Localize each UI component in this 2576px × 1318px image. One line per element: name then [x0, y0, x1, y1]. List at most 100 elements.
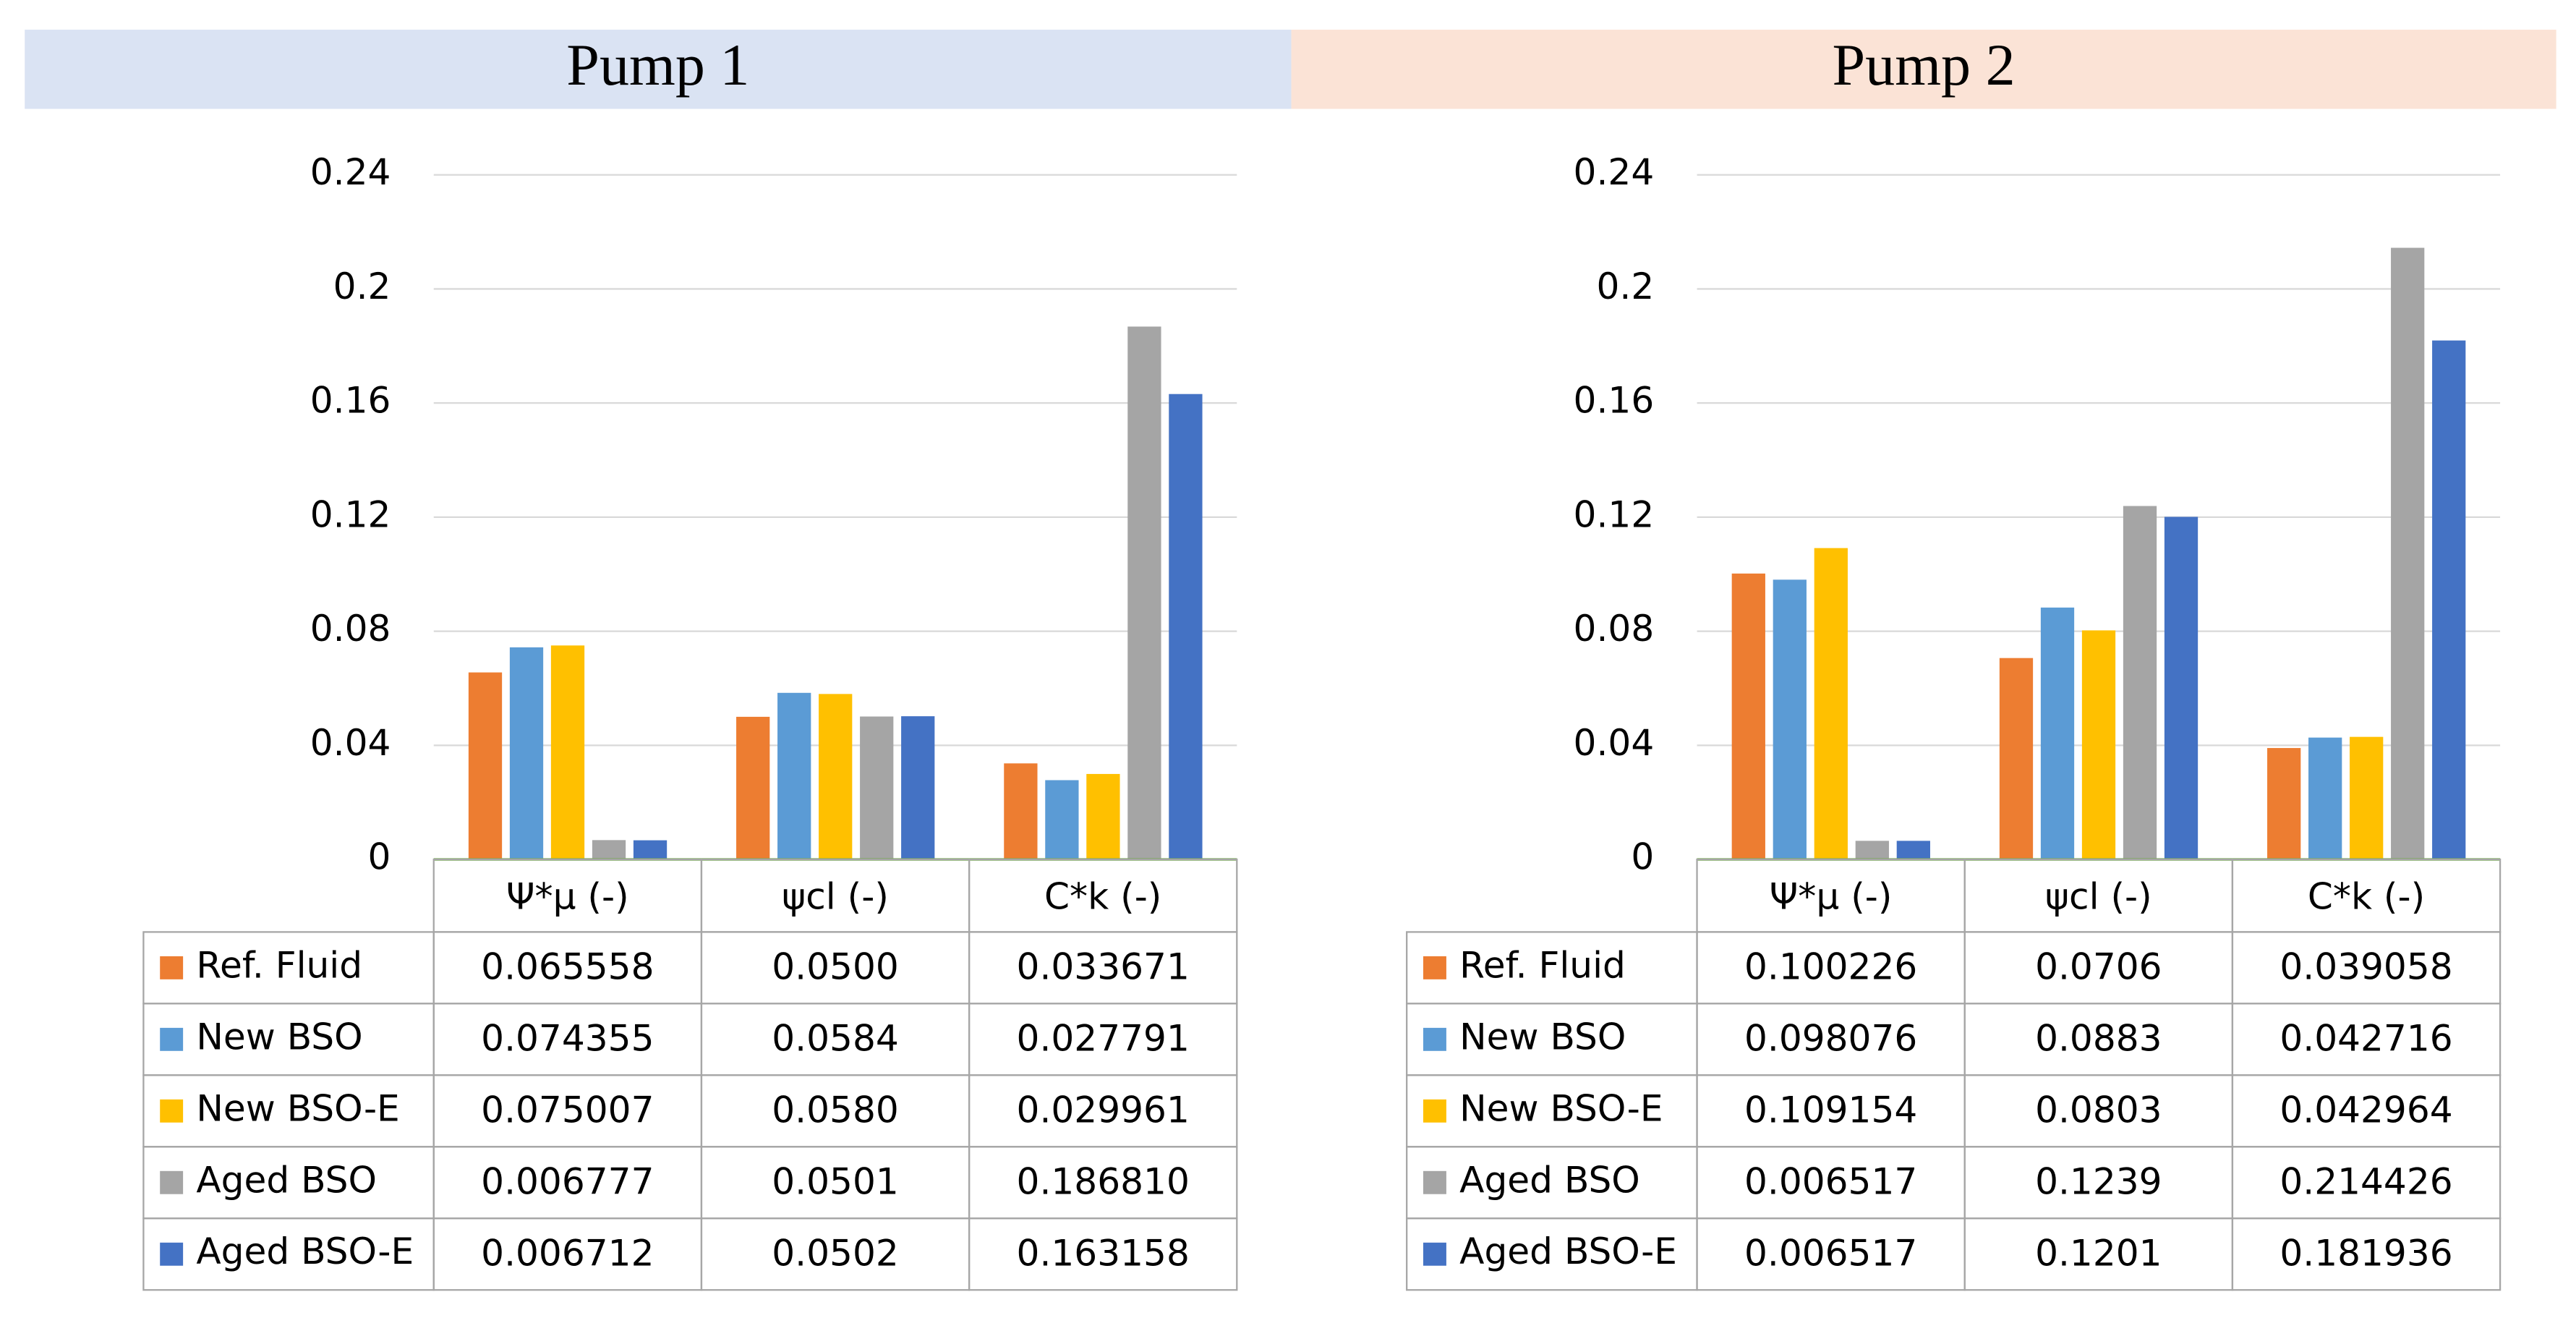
bar [1896, 841, 1930, 860]
bar [736, 716, 770, 860]
bar [2040, 607, 2075, 860]
y-tick-label: 0.16 [310, 379, 391, 422]
table-value: 0.042964 [2279, 1089, 2452, 1131]
legend-label: Ref. Fluid [196, 943, 362, 986]
table-value: 0.0883 [2035, 1017, 2162, 1060]
chart-title: Pump 2 [1833, 32, 2016, 98]
bar [509, 647, 544, 860]
table-value: 0.006712 [481, 1232, 654, 1275]
bar [1855, 841, 1889, 860]
bar [1814, 548, 1848, 860]
table-value: 0.033671 [1017, 945, 1190, 988]
table-value: 0.006517 [1744, 1160, 1917, 1203]
table-value: 0.1201 [2035, 1232, 2162, 1275]
bar [1086, 773, 1120, 860]
table-value: 0.039058 [2279, 945, 2452, 988]
legend-label: New BSO [1459, 1015, 1626, 1058]
table-cell [2231, 1217, 2502, 1291]
table-value: 0.100226 [1744, 945, 1917, 988]
y-tick-label: 0.08 [1574, 607, 1655, 650]
x-tick-label: ψcl (-) [782, 875, 889, 917]
legend-label: Ref. Fluid [1459, 943, 1626, 986]
table-value: 0.0500 [772, 945, 899, 988]
table-cell [968, 1217, 1238, 1291]
legend-swatch [160, 1170, 184, 1194]
legend-label: New BSO [196, 1015, 362, 1058]
bar [901, 716, 935, 860]
legend-swatch [160, 956, 184, 979]
bar [2350, 736, 2384, 860]
table-value: 0.186810 [1017, 1160, 1190, 1203]
bar [468, 672, 503, 860]
y-tick-label: 0.16 [1574, 379, 1655, 422]
legend-swatch [160, 1099, 184, 1123]
legend-label: Aged BSO-E [1459, 1230, 1677, 1272]
bar [860, 716, 894, 860]
table-value: 0.181936 [2279, 1232, 2452, 1275]
table-value: 0.109154 [1744, 1089, 1917, 1131]
table-value: 0.0502 [772, 1232, 899, 1275]
bar [2123, 506, 2157, 860]
table-value: 0.006517 [1744, 1232, 1917, 1275]
table-value: 0.006777 [481, 1160, 654, 1203]
legend-swatch [1423, 1027, 1446, 1051]
table-value: 0.029961 [1017, 1089, 1190, 1131]
legend-swatch [1423, 1170, 1446, 1194]
bar [1127, 326, 1161, 860]
legend-label: Aged BSO-E [196, 1230, 414, 1272]
bar [1169, 394, 1203, 860]
bar [1045, 780, 1079, 860]
table-value: 0.1239 [2035, 1160, 2162, 1203]
table-value: 0.0706 [2035, 945, 2162, 988]
legend-label: Aged BSO [196, 1158, 377, 1201]
legend-swatch [1423, 1099, 1446, 1123]
y-tick-label: 0.2 [333, 265, 391, 307]
table-value: 0.042716 [2279, 1017, 2452, 1060]
table-value: 0.0584 [772, 1017, 899, 1060]
bar [1004, 763, 1038, 860]
x-tick-label: Ψ*μ (-) [1770, 875, 1893, 917]
y-tick-label: 0.12 [1574, 493, 1655, 535]
x-tick-label: C*k (-) [2308, 875, 2425, 917]
table-value: 0.065558 [481, 945, 654, 988]
chart-title: Pump 1 [566, 32, 749, 98]
y-tick-label: 0 [368, 836, 391, 878]
table-value: 0.074355 [481, 1017, 654, 1060]
bar [2432, 340, 2466, 860]
bar [819, 694, 853, 860]
y-tick-label: 0.08 [310, 607, 391, 650]
y-tick-label: 0.04 [1574, 721, 1655, 764]
y-tick-label: 0.24 [310, 150, 391, 193]
header-band [25, 30, 1292, 109]
bar [1773, 579, 1807, 860]
bar [2164, 516, 2198, 860]
legend-swatch [160, 1027, 184, 1051]
table-value: 0.214426 [2279, 1160, 2452, 1203]
bar [633, 840, 668, 860]
header-band [1291, 30, 2556, 109]
bar [1999, 658, 2034, 860]
y-tick-label: 0.24 [1574, 150, 1655, 193]
bar [777, 692, 811, 860]
legend-swatch [1423, 1242, 1446, 1266]
x-tick-label: C*k (-) [1044, 875, 1161, 917]
bar [1731, 573, 1765, 860]
y-tick-label: 0.12 [310, 493, 391, 535]
bar [2081, 630, 2116, 860]
table-value: 0.0803 [2035, 1089, 2162, 1131]
table-value: 0.027791 [1017, 1017, 1190, 1060]
table-value: 0.098076 [1744, 1017, 1917, 1060]
legend-swatch [1423, 956, 1446, 979]
table-value: 0.0580 [772, 1089, 899, 1131]
bar [592, 840, 626, 860]
legend-label: Aged BSO [1459, 1158, 1640, 1201]
legend-label: New BSO-E [1459, 1087, 1663, 1129]
x-tick-label: Ψ*μ (-) [506, 875, 629, 917]
bar [2308, 737, 2342, 860]
x-tick-label: ψcl (-) [2045, 875, 2152, 917]
bar [550, 645, 585, 860]
legend-swatch [160, 1242, 184, 1266]
y-tick-label: 0.2 [1596, 265, 1654, 307]
